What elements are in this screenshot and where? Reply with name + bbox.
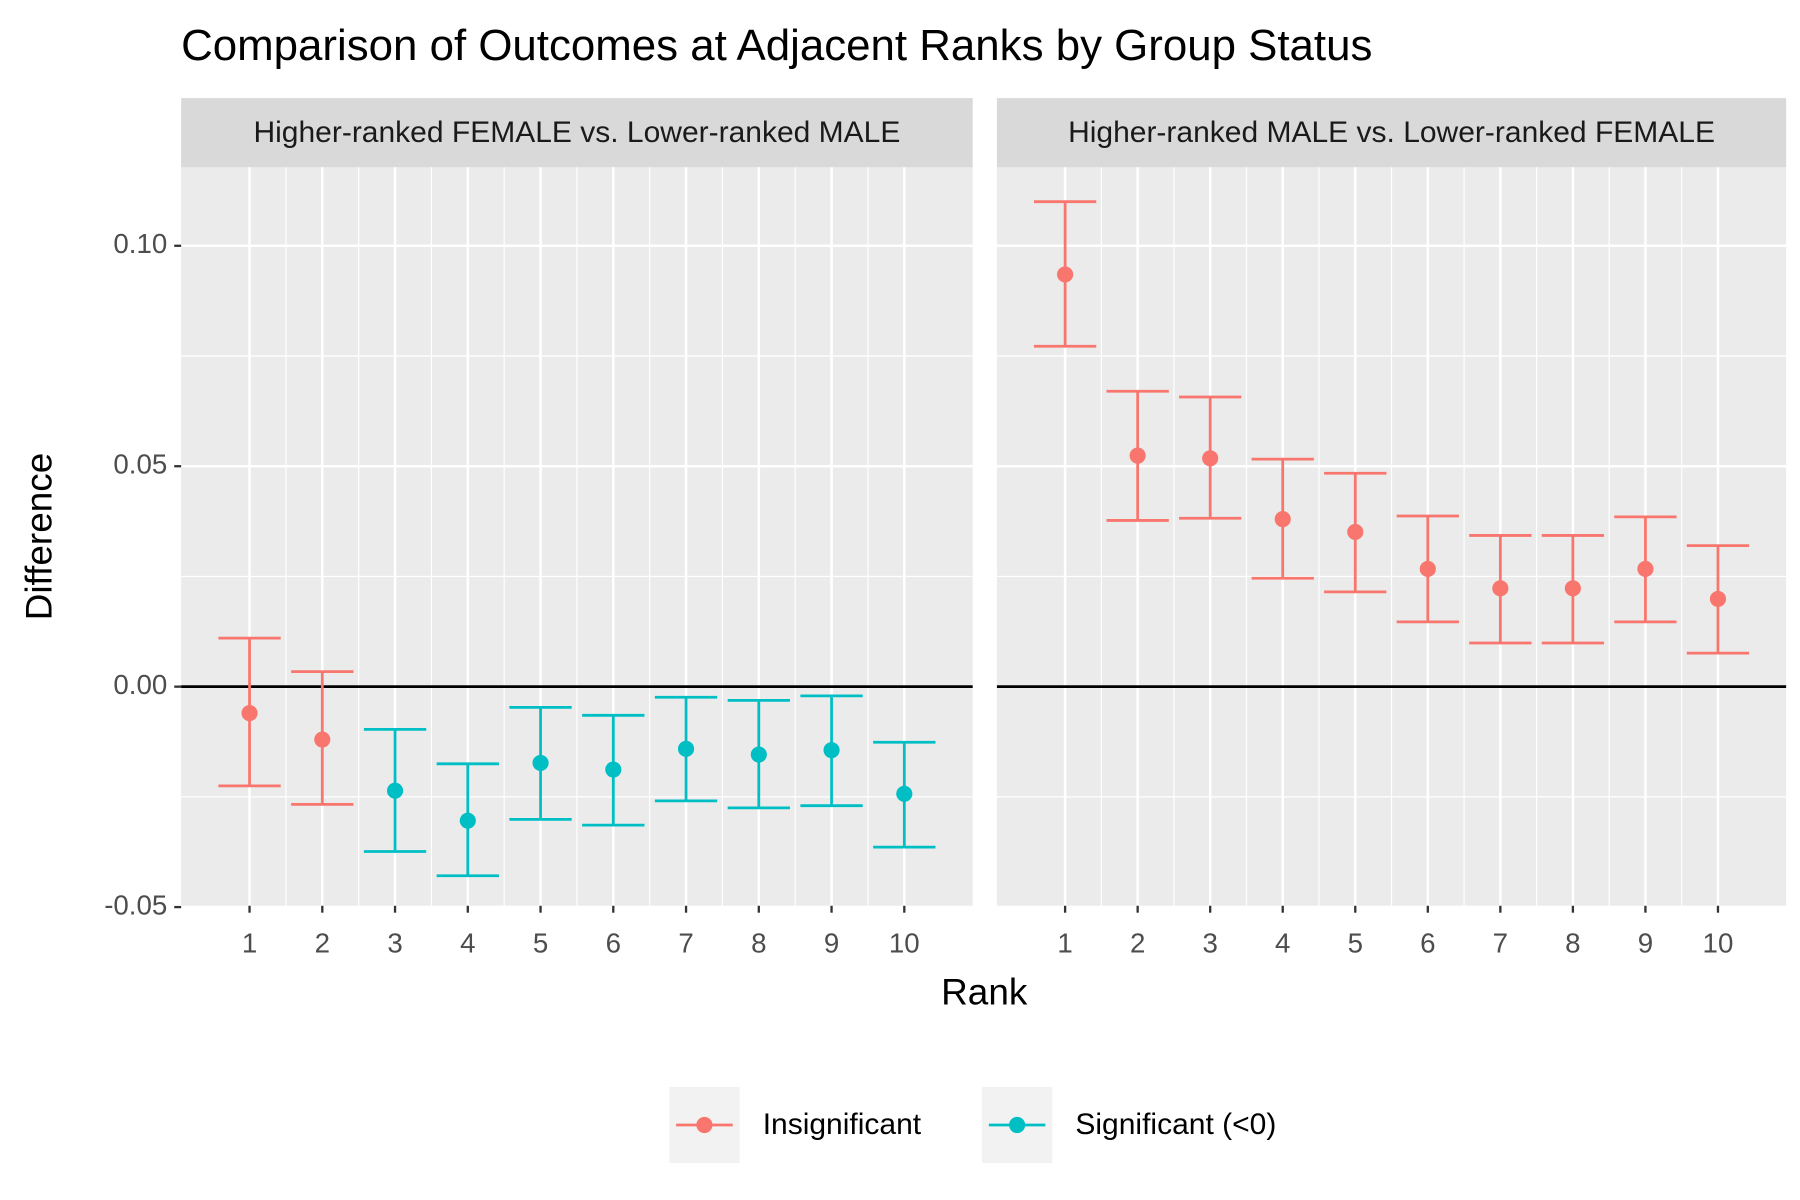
strip-background — [996, 98, 1787, 168]
point — [823, 742, 840, 759]
point — [1347, 523, 1364, 540]
strip-label: Higher-ranked FEMALE vs. Lower-ranked MA… — [253, 116, 900, 149]
x-tick-label: 3 — [1202, 927, 1217, 958]
x-tick-label: 10 — [889, 927, 920, 958]
legend-label: Insignificant — [763, 1108, 922, 1141]
x-tick-label: 10 — [1703, 927, 1734, 958]
y-tick-label: 0.05 — [113, 449, 167, 480]
x-tick-label: 9 — [1638, 927, 1653, 958]
x-tick-label: 1 — [242, 927, 257, 958]
x-tick-label: 4 — [1275, 927, 1290, 958]
strip-label: Higher-ranked MALE vs. Lower-ranked FEMA… — [1068, 116, 1715, 149]
x-tick-label: 3 — [387, 927, 402, 958]
point — [750, 746, 767, 763]
x-tick-label: 8 — [751, 927, 766, 958]
point — [459, 812, 476, 829]
x-tick-label: 5 — [533, 927, 548, 958]
point — [1564, 580, 1581, 597]
x-tick-label: 7 — [1493, 927, 1508, 958]
legend-point — [1009, 1116, 1026, 1134]
x-tick-label: 4 — [460, 927, 475, 958]
strip-background — [181, 98, 973, 168]
point — [1274, 511, 1291, 528]
y-tick-label: -0.05 — [104, 889, 167, 920]
point — [314, 731, 331, 748]
point — [1202, 450, 1219, 467]
x-tick-label: 8 — [1565, 927, 1580, 958]
point — [532, 754, 549, 772]
y-tick-label: 0.00 — [113, 669, 167, 700]
point — [677, 740, 695, 757]
y-tick-label: 0.10 — [113, 228, 167, 259]
x-axis-label: Rank — [941, 971, 1028, 1012]
point — [1057, 266, 1074, 283]
chart-title: Comparison of Outcomes at Adjacent Ranks… — [181, 21, 1372, 70]
point — [241, 705, 258, 722]
x-tick-label: 7 — [678, 927, 693, 958]
x-tick-label: 1 — [1057, 927, 1072, 958]
point — [1637, 560, 1654, 578]
point — [605, 761, 622, 778]
point — [386, 782, 404, 799]
point — [1492, 580, 1509, 597]
x-tick-label: 6 — [606, 927, 621, 958]
legend-point — [696, 1116, 713, 1134]
point — [1419, 560, 1436, 578]
x-tick-label: 6 — [1420, 927, 1435, 958]
y-axis-label: Difference — [18, 453, 59, 621]
point — [896, 785, 913, 802]
x-tick-label: 2 — [315, 927, 330, 958]
x-tick-label: 9 — [824, 927, 839, 958]
x-tick-label: 5 — [1348, 927, 1363, 958]
point — [1129, 447, 1146, 464]
x-tick-label: 2 — [1130, 927, 1145, 958]
point — [1709, 590, 1727, 607]
legend-label: Significant (<0) — [1075, 1108, 1276, 1141]
